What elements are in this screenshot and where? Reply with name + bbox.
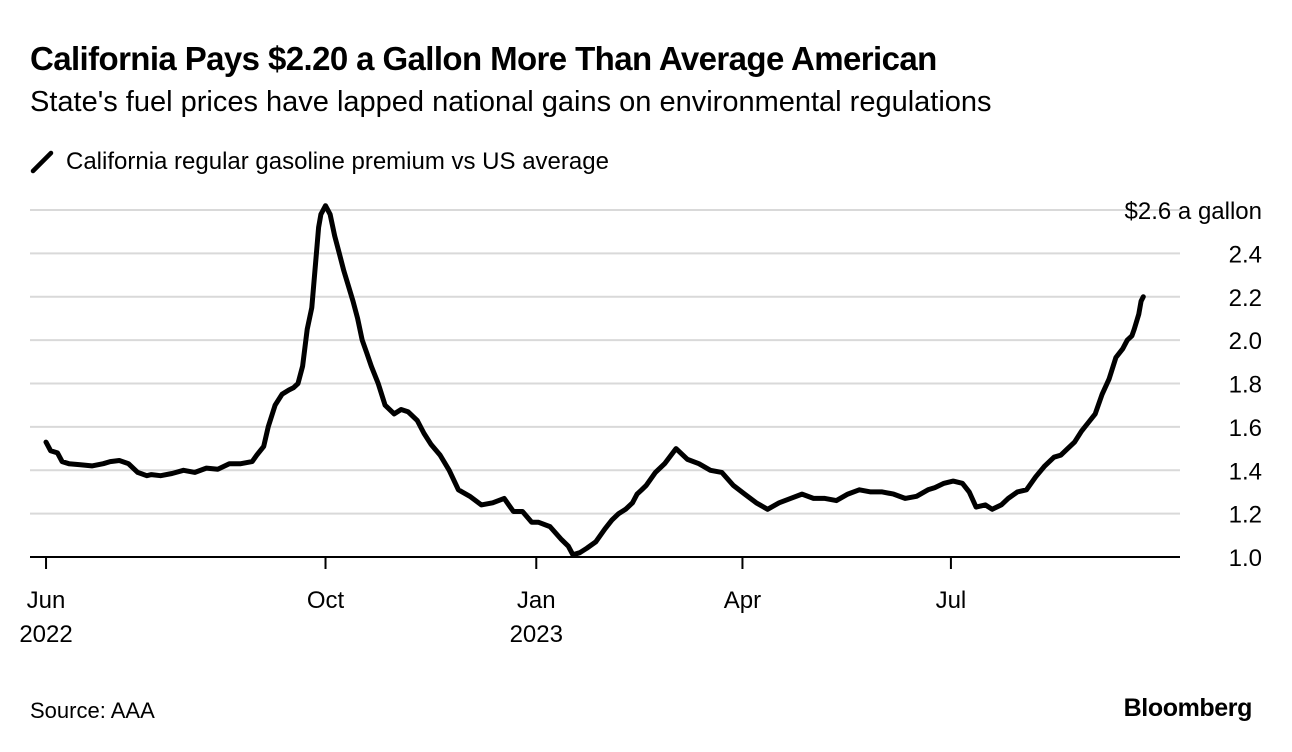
chart-subtitle: State's fuel prices have lapped national… bbox=[30, 86, 992, 118]
y-tick-label: $2.6 a gallon bbox=[1125, 198, 1262, 225]
legend-line-icon bbox=[30, 150, 54, 174]
chart-title: California Pays $2.20 a Gallon More Than… bbox=[30, 40, 937, 77]
y-tick-label: 2.4 bbox=[1229, 241, 1262, 268]
x-tick-sublabel: 2022 bbox=[19, 621, 72, 648]
y-tick-label: 1.6 bbox=[1229, 415, 1262, 442]
y-tick-label: 1.0 bbox=[1229, 545, 1262, 572]
x-tick-sublabel: 2023 bbox=[510, 621, 563, 648]
x-tick-label: Jun bbox=[27, 587, 66, 614]
x-tick-label: Oct bbox=[307, 587, 345, 614]
y-tick-label: 1.2 bbox=[1229, 502, 1262, 529]
y-tick-label: 2.0 bbox=[1229, 328, 1262, 355]
y-tick-label: 2.2 bbox=[1229, 285, 1262, 312]
legend-label: California regular gasoline premium vs U… bbox=[66, 148, 609, 175]
y-tick-label: 1.8 bbox=[1229, 372, 1262, 399]
legend: California regular gasoline premium vs U… bbox=[30, 148, 609, 176]
x-tick-label: Jul bbox=[936, 587, 967, 614]
x-tick-label: Jan bbox=[517, 587, 556, 614]
series-line-california-premium bbox=[43, 203, 1146, 558]
x-tick-label: Apr bbox=[724, 587, 761, 614]
source-note: Source: AAA bbox=[30, 698, 155, 723]
bloomberg-logo: Bloomberg bbox=[1123, 694, 1253, 722]
y-tick-label: 1.4 bbox=[1229, 458, 1262, 485]
